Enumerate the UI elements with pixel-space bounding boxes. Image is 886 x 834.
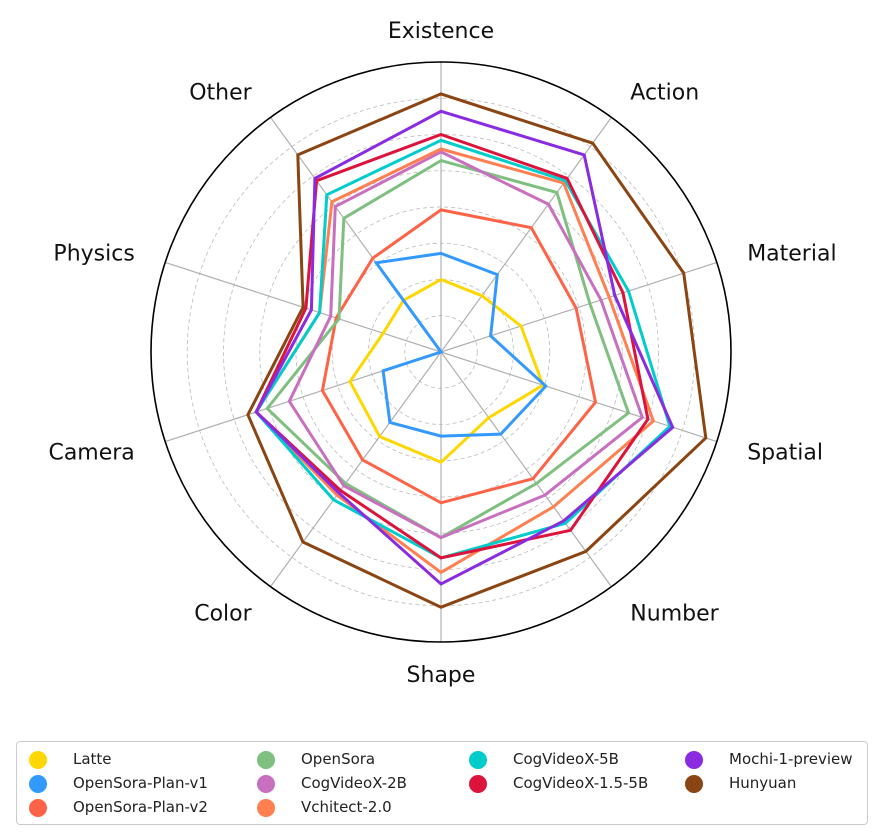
series-line-cogvideox-1-5-5b: [254, 132, 650, 560]
axis-label-color: Color: [194, 602, 252, 627]
legend-swatch: [469, 775, 487, 793]
legend-swatch: [469, 751, 487, 769]
legend-swatch: [29, 799, 47, 817]
axis-label-other: Other: [189, 81, 252, 106]
legend-swatch: [257, 751, 275, 769]
radar-chart: Existence Action Material Spatial Number Shap…: [48, 19, 836, 688]
axis-label-physics: Physics: [53, 242, 134, 267]
axis-label-existence: Existence: [388, 19, 494, 44]
legend-label: Hunyuan: [729, 774, 797, 792]
axis-spoke: [440, 351, 717, 443]
axis-label-shape: Shape: [407, 663, 476, 688]
legend-label: OpenSora-Plan-v1: [73, 774, 208, 792]
legend-label: CogVideoX-5B: [513, 750, 619, 768]
legend-swatch: [29, 751, 47, 769]
legend-swatch: [685, 751, 703, 769]
legend-label: OpenSora: [301, 750, 376, 768]
axis-label-number: Number: [630, 602, 719, 627]
legend-label: Latte: [73, 750, 112, 768]
legend: Latte OpenSora-Plan-v1 OpenSora-Plan-v2 Ope…: [16, 741, 868, 825]
legend-label: Vchitect-2.0: [301, 798, 392, 816]
legend-label: CogVideoX-1.5-5B: [513, 774, 649, 792]
legend-label: OpenSora-Plan-v2: [73, 798, 208, 816]
axis-label-action: Action: [630, 81, 699, 106]
legend-label: Mochi-1-preview: [729, 750, 853, 768]
legend-swatch: [29, 775, 47, 793]
axis-label-spatial: Spatial: [747, 441, 823, 466]
series-line-hunyuan: [246, 92, 708, 609]
grid-ring: [259, 170, 623, 534]
series-line-mochi-1-preview: [254, 109, 675, 586]
axis-spoke: [270, 351, 442, 587]
legend-swatch: [257, 799, 275, 817]
series-line-opensora-plan-v1: [373, 251, 548, 438]
series-line-vchitect-2-0: [254, 147, 656, 575]
legend-label: CogVideoX-2B: [301, 774, 407, 792]
axis-label-camera: Camera: [48, 441, 134, 466]
axis-label-material: Material: [747, 242, 836, 267]
legend-swatch: [257, 775, 275, 793]
series-line-latte: [348, 277, 545, 464]
axis-spoke: [440, 351, 612, 587]
series-line-cogvideox-2b: [287, 150, 645, 540]
axis-spoke: [440, 117, 612, 353]
outer-frame: [150, 61, 732, 643]
legend-swatch: [685, 775, 703, 793]
axis-spoke: [440, 261, 717, 353]
series-line-opensora-plan-v2: [320, 208, 598, 505]
